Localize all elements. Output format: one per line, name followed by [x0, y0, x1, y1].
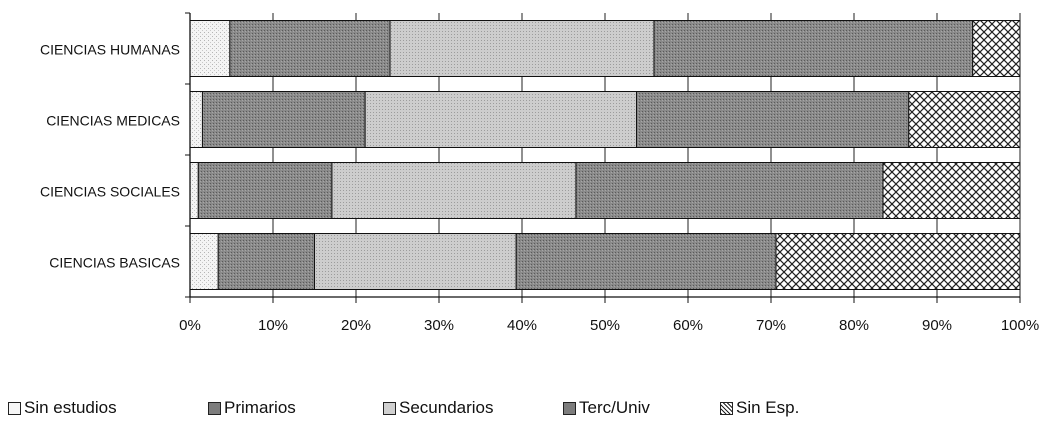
bar-ciencias-humanas-terc-univ: [653, 20, 974, 77]
legend-swatch-secundarios: [383, 401, 396, 415]
legend-swatch-sin-estudios: [8, 401, 21, 415]
bar-ciencias-humanas-sin-estudios: [189, 20, 231, 77]
legend-label-primarios: Primarios: [224, 398, 296, 417]
legend-swatch-terc-univ: [563, 401, 576, 415]
bar-ciencias-medicas-sin-estudios: [189, 91, 203, 148]
x-tick-label-100: 100%: [1001, 317, 1039, 334]
bar-ciencias-humanas-secundarios: [389, 20, 655, 77]
bar-ciencias-basicas-sin-esp: [775, 233, 1021, 290]
legend-item-terc-univ: Terc/Univ: [563, 398, 650, 418]
x-tick-label-50: 50%: [590, 317, 620, 334]
bar-ciencias-basicas-primarios: [217, 233, 315, 290]
bar-ciencias-humanas-primarios: [229, 20, 391, 77]
category-label-ciencias-sociales: CIENCIAS SOCIALES: [40, 184, 180, 200]
category-label-ciencias-basicas: CIENCIAS BASICAS: [49, 255, 180, 271]
x-tick-label-10: 10%: [258, 317, 288, 334]
bar-ciencias-sociales-sin-esp: [882, 162, 1021, 219]
x-tick-label-90: 90%: [922, 317, 952, 334]
bar-ciencias-medicas-secundarios: [364, 91, 638, 148]
bar-ciencias-sociales-terc-univ: [575, 162, 884, 219]
category-label-ciencias-medicas: CIENCIAS MEDICAS: [46, 113, 180, 129]
legend-label-secundarios: Secundarios: [399, 398, 494, 417]
bar-ciencias-medicas-primarios: [201, 91, 366, 148]
x-tick-label-40: 40%: [507, 317, 537, 334]
bar-ciencias-basicas-terc-univ: [515, 233, 777, 290]
x-tick-label-0: 0%: [179, 317, 201, 334]
bar-ciencias-basicas-secundarios: [314, 233, 517, 290]
legend-item-primarios: Primarios: [208, 398, 296, 418]
bars: [189, 20, 1021, 290]
bar-ciencias-sociales-primarios: [197, 162, 333, 219]
bar-ciencias-basicas-sin-estudios: [189, 233, 219, 290]
legend-label-sin-esp: Sin Esp.: [736, 398, 800, 417]
legend: Sin estudios Primarios Secundarios Terc/Uni…: [8, 398, 1038, 420]
legend-item-sin-estudios: Sin estudios: [8, 398, 117, 418]
bar-ciencias-medicas-terc-univ: [636, 91, 910, 148]
x-tick-label-80: 80%: [839, 317, 869, 334]
legend-swatch-sin-esp: [720, 401, 733, 415]
x-tick-label-20: 20%: [341, 317, 371, 334]
legend-swatch-primarios: [208, 401, 221, 415]
bar-ciencias-humanas-sin-esp: [972, 20, 1021, 77]
legend-item-secundarios: Secundarios: [383, 398, 494, 418]
legend-item-sin-esp: Sin Esp.: [720, 398, 799, 418]
x-tick-label-70: 70%: [756, 317, 786, 334]
legend-label-terc-univ: Terc/Univ: [579, 398, 650, 417]
category-label-ciencias-humanas: CIENCIAS HUMANAS: [40, 42, 180, 58]
bar-ciencias-medicas-sin-esp: [908, 91, 1021, 148]
axes: CIENCIAS HUMANAS CIENCIAS MEDICAS CIENCIAS…: [40, 12, 1039, 334]
legend-label-sin-estudios: Sin estudios: [24, 398, 117, 417]
x-tick-label-30: 30%: [424, 317, 454, 334]
bar-ciencias-sociales-sin-estudios: [189, 162, 199, 219]
bar-ciencias-sociales-secundarios: [331, 162, 577, 219]
x-tick-label-60: 60%: [673, 317, 703, 334]
